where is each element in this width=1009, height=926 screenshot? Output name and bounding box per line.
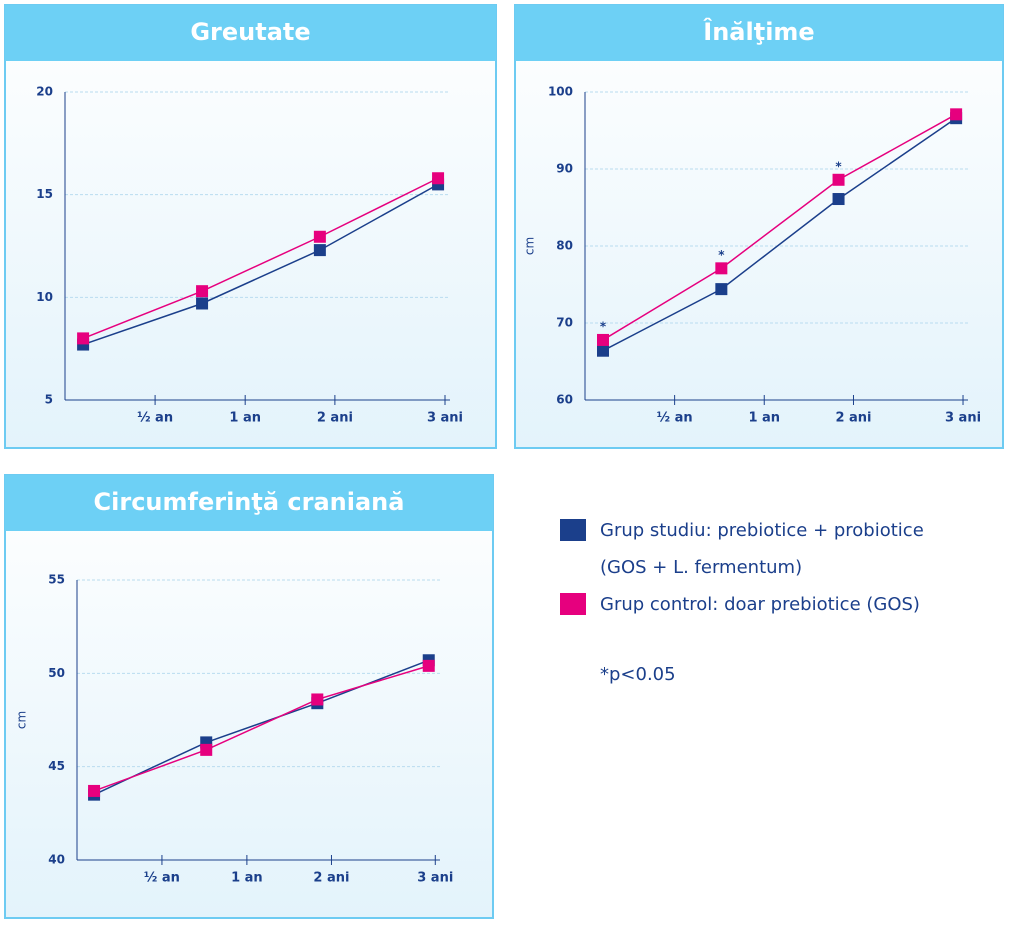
legend-swatch xyxy=(560,519,586,541)
data-point xyxy=(200,743,213,756)
footnote: *p<0.05 xyxy=(600,664,676,685)
annotation: * xyxy=(835,159,842,173)
x-tick-label: 2 ani xyxy=(835,411,871,426)
panel xyxy=(4,4,497,449)
data-point xyxy=(88,784,101,797)
legend: Grup studiu: prebiotice + probiotice (GO… xyxy=(560,512,960,693)
panel-header xyxy=(515,5,1003,61)
y-tick-label: 40 xyxy=(48,853,65,867)
legend-label: Grup control: doar prebiotice (GOS) xyxy=(600,594,920,615)
y-tick-label: 70 xyxy=(556,316,573,330)
data-point xyxy=(313,244,326,257)
x-tick-label: 1 an xyxy=(231,871,263,886)
data-point xyxy=(715,262,728,275)
x-tick-label: ½ an xyxy=(144,871,180,886)
x-tick-label: 3 ani xyxy=(417,871,453,886)
series-line xyxy=(93,665,429,792)
panel xyxy=(4,474,494,919)
data-point xyxy=(422,659,435,672)
data-point xyxy=(196,297,209,310)
x-tick-label: 1 an xyxy=(229,411,261,426)
y-tick-label: 100 xyxy=(548,85,573,99)
chart-title: Greutate xyxy=(190,18,310,46)
x-tick-label: ½ an xyxy=(137,411,173,426)
data-point xyxy=(715,283,728,296)
series-line xyxy=(93,659,430,796)
series-line xyxy=(602,113,957,341)
y-tick-label: 50 xyxy=(48,666,65,680)
x-tick-label: 1 an xyxy=(748,411,780,426)
data-point xyxy=(77,332,90,345)
data-point xyxy=(832,173,845,186)
x-tick-label: 3 ani xyxy=(945,411,981,426)
data-point xyxy=(832,193,845,206)
chart-title: Înălţime xyxy=(703,17,814,46)
y-tick-label: 45 xyxy=(48,759,65,773)
legend-label: Grup studiu: prebiotice + probiotice (GO… xyxy=(600,520,924,578)
x-tick-label: 3 ani xyxy=(427,411,463,426)
x-tick-label: ½ an xyxy=(657,411,693,426)
panel xyxy=(514,4,1004,449)
y-tick-label: 55 xyxy=(48,573,65,587)
data-point xyxy=(432,172,445,185)
legend-swatch xyxy=(560,593,586,615)
series-line xyxy=(602,117,957,352)
panel-header xyxy=(5,5,496,61)
y-tick-label: 90 xyxy=(556,162,573,176)
data-point xyxy=(950,108,963,121)
data-point xyxy=(597,344,610,357)
data-point xyxy=(196,285,209,298)
chart-title: Circumferinţă craniană xyxy=(94,488,405,516)
y-axis-label: cm xyxy=(15,711,29,729)
y-tick-label: 60 xyxy=(556,393,573,407)
data-point xyxy=(311,693,324,706)
y-tick-label: 5 xyxy=(45,393,53,407)
series-line xyxy=(82,183,439,346)
y-tick-label: 15 xyxy=(36,187,53,201)
data-point xyxy=(597,333,610,346)
data-point xyxy=(313,230,326,243)
y-tick-label: 10 xyxy=(36,290,53,304)
y-tick-label: 80 xyxy=(556,239,573,253)
legend-item: Grup control: doar prebiotice (GOS) xyxy=(560,586,960,623)
y-axis-label: cm xyxy=(523,237,537,255)
annotation: * xyxy=(718,248,725,262)
annotation: * xyxy=(600,319,607,333)
y-tick-label: 20 xyxy=(36,85,53,99)
series-line xyxy=(82,177,439,340)
x-tick-label: 2 ani xyxy=(313,871,349,886)
legend-item: Grup studiu: prebiotice + probiotice (GO… xyxy=(560,512,960,586)
x-tick-label: 2 ani xyxy=(317,411,353,426)
panel-header xyxy=(5,475,493,531)
